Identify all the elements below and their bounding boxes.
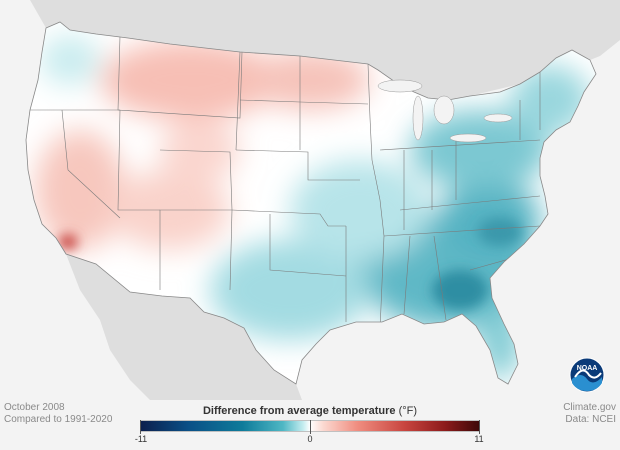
legend-tick-max [479,420,480,434]
us-outline [25,21,597,385]
legend-mid-label: 0 [307,434,313,444]
lake-michigan [412,95,424,141]
cool-anomaly-texas [210,240,370,340]
strong-cool-nc [478,218,522,246]
legend-max-label: 11 [474,434,484,444]
legend-min-label: -11 [134,434,148,444]
legend-title: Difference from average temperature (°F) [0,405,620,417]
warm-anomaly-northwest [100,40,280,120]
cool-anomaly-pnw [40,35,100,85]
warm-anomaly-nplains [250,50,370,110]
strong-warm-socal [58,234,78,250]
noaa-logo-text: NOAA [577,365,598,372]
cool-anomaly-newengland [510,65,590,135]
temperature-anomaly-map [25,0,620,400]
us-map-svg [25,0,620,400]
map-source: Climate.gov Data: NCEI [563,402,616,426]
cool-anomaly-florida [480,300,520,380]
lake-ontario [483,113,513,123]
state-borders [30,35,541,331]
mexico-landmass [66,254,302,400]
strong-cool-georgia [432,270,488,310]
map-info: October 2008 Compared to 1991-2020 [4,402,112,426]
lake-erie [449,133,487,143]
legend-unit: (°F) [398,405,418,417]
warm-anomaly-rockies [160,120,240,180]
cool-anomaly-midwest [290,160,430,260]
canada-landmass [30,0,620,100]
source-data: Data: NCEI [565,414,616,425]
legend-title-text: Difference from average temperature [202,405,396,417]
map-baseline: Compared to 1991-2020 [4,414,113,425]
lake-superior [377,79,423,93]
legend-tick-mid [310,420,311,434]
lake-huron [433,95,455,125]
legend-tick-min [140,420,141,434]
cool-anomaly-ohio [410,110,550,190]
noaa-logo-icon: NOAA [569,357,605,393]
map-date: October 2008 [4,402,65,413]
source-site: Climate.gov [563,402,616,413]
warm-anomaly-california [35,130,125,250]
